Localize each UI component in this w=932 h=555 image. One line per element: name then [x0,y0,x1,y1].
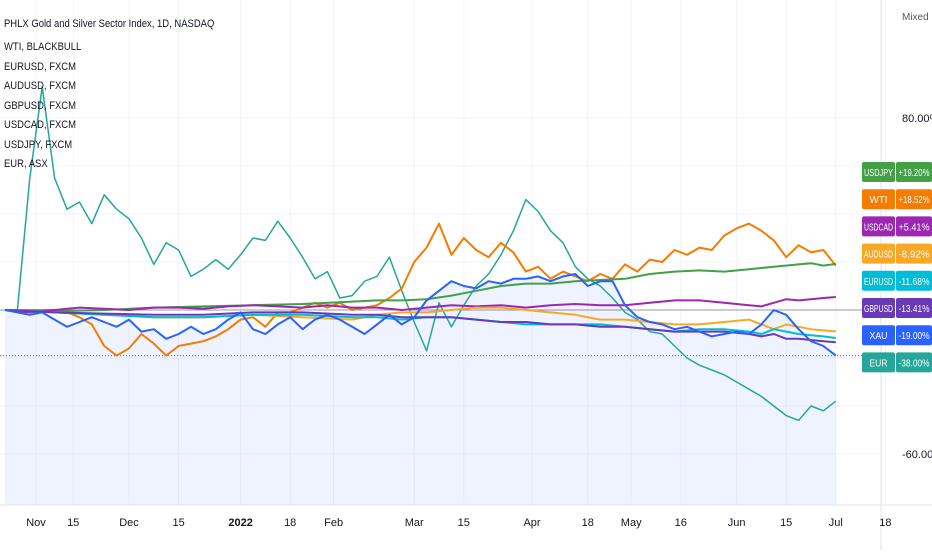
y-tick-label: -60.00% [902,449,932,461]
series-line-wti[interactable] [5,222,837,357]
x-tick-label: Apr [523,517,540,529]
badge-value-text: -19.00% [899,330,930,342]
x-tick-label: 16 [675,517,687,529]
scale-mode-label[interactable]: Mixed [902,12,929,23]
legend-item-usdjpy[interactable]: USDJPY, FXCM [4,138,73,151]
price-badge-usdcad[interactable]: USDCAD +5.41% [862,216,932,237]
x-tick-label: Jun [728,517,746,529]
badge-name-box [862,162,895,182]
x-tick-label: 15 [67,517,79,529]
badge-value-text: -11.68% [899,276,930,288]
x-tick-label: 15 [780,517,792,529]
badge-value-text: +18.52% [899,194,930,206]
x-tick-label: 18 [582,517,594,529]
x-tick-label: 18 [879,517,891,529]
x-tick-label: Jul [829,517,843,529]
price-badge-usdjpy[interactable]: USDJPY +19.20% [862,162,932,182]
x-tick-label: Dec [119,517,139,529]
badge-name-text: AUDUSD [864,249,893,261]
legend-item-eur[interactable]: EUR, ASX [4,158,48,170]
badge-name-box [862,325,895,346]
badge-name-box [862,270,895,291]
price-badge-xau[interactable]: XAU -19.00% [862,325,932,346]
y-tick-label: 80.00% [902,113,932,125]
legend-item-audusd[interactable]: AUDUSD, FXCM [4,80,77,92]
badge-value-box [896,270,932,291]
series-line-usdcad[interactable] [4,296,836,314]
badge-value-text: -8.92% [899,249,930,261]
x-tick-label: 18 [284,517,296,529]
x-tick-label: 15 [172,517,184,529]
series-line-phlx-gold-and-silver-sector-index[interactable] [4,273,837,357]
legend-item-gbpusd[interactable]: GBPUSD, FXCM [4,99,77,112]
legend: WTI, BLACKBULL EURUSD, FXCM AUDUSD, FXCM… [4,38,94,175]
badge-name-text: USDCAD [864,221,893,233]
legend-item-usdcad[interactable]: USDCAD, FXCM [4,119,77,131]
badge-name-box [862,216,895,237]
badge-name-text: EURUSD [864,276,893,288]
badge-value-box [896,325,932,346]
area-layer [5,274,836,505]
x-tick-label: May [621,517,642,529]
badge-value-text: -38.00% [899,357,930,369]
price-badge-gbpusd[interactable]: GBPUSD -13.41% [862,298,932,318]
xau-area-fill [5,274,836,505]
badge-value-box [896,298,932,318]
legend-item-eurusd[interactable]: EURUSD, FXCM [4,60,77,73]
badge-name-text: XAU [870,330,888,342]
badge-name-box [862,298,895,318]
badge-name-box [862,243,895,264]
badge-name-text: WTI [870,194,888,206]
x-tick-label: 15 [458,517,470,529]
badge-value-box [896,243,932,264]
badge-name-box [862,189,895,210]
price-badge-audusd[interactable]: AUDUSD -8.92% [862,243,932,264]
price-badge-eur[interactable]: EUR -38.00% [862,352,932,373]
legend-item-wti[interactable]: WTI, BLACKBULL [4,41,82,53]
badge-name-text: GBPUSD [864,303,893,315]
x-tick-label: Mar [405,517,424,529]
x-tick-label: Feb [324,517,343,529]
x-tick-label: Nov [26,517,46,529]
price-badge-wti[interactable]: WTI +18.52% [862,189,932,210]
series-line-gbpusd[interactable] [4,309,836,344]
badge-value-box [896,162,932,182]
badge-value-text: +19.20% [899,167,930,179]
badge-value-box [896,189,932,210]
badge-layer: USDJPY +19.20% WTI +18.52% USDCAD +5.41% AUDUS… [862,162,932,373]
badge-value-box [896,216,932,237]
series-line-usdjpy[interactable] [4,262,836,313]
badge-value-text: +5.41% [899,221,930,233]
badge-name-box [862,352,895,373]
chart-title: PHLX Gold and Silver Sector Index, 1D, N… [4,18,215,30]
badge-name-text: EUR [870,357,888,369]
badge-value-text: -13.41% [899,303,930,315]
x-tick-label: 2022 [228,517,252,529]
badge-value-box [896,352,932,373]
badge-name-text: USDJPY [864,167,893,179]
series-line-eur[interactable] [5,86,837,422]
price-badge-eurusd[interactable]: EURUSD -11.68% [862,270,932,291]
series-layer [4,86,837,422]
